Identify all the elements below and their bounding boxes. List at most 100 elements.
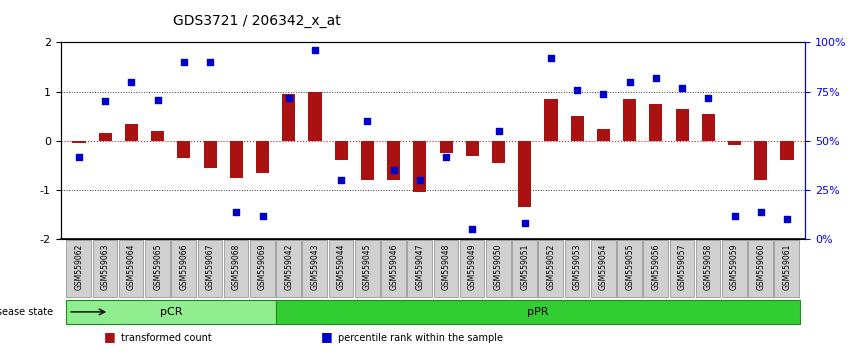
Point	[177, 59, 191, 65]
Text: GSM559068: GSM559068	[232, 244, 241, 290]
Point	[623, 79, 637, 85]
FancyBboxPatch shape	[381, 240, 406, 297]
Text: pPR: pPR	[527, 307, 549, 317]
Text: GSM559046: GSM559046	[389, 244, 398, 290]
FancyBboxPatch shape	[119, 240, 144, 297]
FancyBboxPatch shape	[276, 240, 301, 297]
Point	[518, 221, 532, 226]
FancyBboxPatch shape	[460, 240, 484, 297]
Point	[754, 209, 768, 215]
Text: GSM559063: GSM559063	[100, 244, 110, 290]
Text: GSM559052: GSM559052	[546, 244, 555, 290]
Bar	[178, 141, 191, 158]
Bar	[780, 141, 793, 160]
Bar	[597, 129, 610, 141]
FancyBboxPatch shape	[617, 240, 642, 297]
FancyBboxPatch shape	[486, 240, 511, 297]
Point	[675, 85, 689, 91]
Point	[255, 213, 269, 218]
Text: GSM559044: GSM559044	[337, 244, 346, 290]
FancyBboxPatch shape	[171, 240, 196, 297]
Bar	[99, 133, 112, 141]
Text: GSM559064: GSM559064	[127, 244, 136, 290]
FancyBboxPatch shape	[145, 240, 170, 297]
Text: GSM559058: GSM559058	[704, 244, 713, 290]
Text: disease state: disease state	[0, 307, 53, 317]
Bar	[204, 141, 216, 168]
Point	[229, 209, 243, 215]
Point	[439, 154, 453, 159]
Bar	[466, 141, 479, 155]
FancyBboxPatch shape	[93, 240, 117, 297]
FancyBboxPatch shape	[66, 299, 275, 324]
FancyBboxPatch shape	[774, 240, 799, 297]
Text: GSM559045: GSM559045	[363, 244, 372, 290]
Bar	[492, 141, 505, 163]
FancyBboxPatch shape	[302, 240, 327, 297]
Point	[204, 59, 217, 65]
Text: GSM559047: GSM559047	[416, 244, 424, 290]
Point	[544, 55, 558, 61]
FancyBboxPatch shape	[512, 240, 537, 297]
Text: GSM559054: GSM559054	[599, 244, 608, 290]
Bar	[413, 141, 426, 193]
Text: pCR: pCR	[159, 307, 182, 317]
Text: GSM559066: GSM559066	[179, 244, 189, 290]
Point	[72, 154, 86, 159]
Point	[413, 177, 427, 183]
Text: GSM559065: GSM559065	[153, 244, 162, 290]
Text: GSM559049: GSM559049	[468, 244, 477, 290]
Bar	[256, 141, 269, 173]
Point	[125, 79, 139, 85]
Text: ■: ■	[320, 330, 333, 343]
Bar	[387, 141, 400, 180]
Point	[308, 47, 322, 53]
FancyBboxPatch shape	[328, 240, 353, 297]
Text: GSM559055: GSM559055	[625, 244, 634, 290]
Bar	[334, 141, 348, 160]
FancyBboxPatch shape	[223, 240, 249, 297]
Point	[727, 213, 741, 218]
FancyBboxPatch shape	[407, 240, 432, 297]
FancyBboxPatch shape	[565, 240, 589, 297]
Text: GSM559069: GSM559069	[258, 244, 267, 290]
Text: GSM559048: GSM559048	[442, 244, 450, 290]
Bar	[518, 141, 532, 207]
Point	[492, 128, 506, 134]
Point	[597, 91, 611, 96]
Bar	[361, 141, 374, 180]
FancyBboxPatch shape	[250, 240, 275, 297]
FancyBboxPatch shape	[197, 240, 223, 297]
FancyBboxPatch shape	[67, 240, 91, 297]
Point	[98, 99, 112, 104]
Bar	[73, 141, 86, 143]
Point	[649, 75, 662, 81]
FancyBboxPatch shape	[434, 240, 458, 297]
FancyBboxPatch shape	[275, 299, 800, 324]
Text: ■: ■	[104, 330, 116, 343]
Text: GSM559059: GSM559059	[730, 244, 739, 290]
Text: GSM559060: GSM559060	[756, 244, 766, 290]
FancyBboxPatch shape	[539, 240, 563, 297]
FancyBboxPatch shape	[695, 240, 721, 297]
Bar	[650, 104, 662, 141]
Text: GSM559056: GSM559056	[651, 244, 661, 290]
Bar	[728, 141, 741, 145]
Text: GSM559057: GSM559057	[677, 244, 687, 290]
Bar	[754, 141, 767, 180]
Bar	[125, 124, 138, 141]
Text: GSM559051: GSM559051	[520, 244, 529, 290]
FancyBboxPatch shape	[591, 240, 616, 297]
Point	[465, 227, 479, 232]
Bar	[571, 116, 584, 141]
FancyBboxPatch shape	[669, 240, 695, 297]
Point	[334, 177, 348, 183]
Text: transformed count: transformed count	[121, 333, 212, 343]
Point	[360, 118, 374, 124]
Text: GSM559062: GSM559062	[74, 244, 83, 290]
Bar	[282, 94, 295, 141]
FancyBboxPatch shape	[355, 240, 379, 297]
Bar	[701, 114, 715, 141]
Text: GSM559043: GSM559043	[311, 244, 320, 290]
Bar	[675, 109, 688, 141]
